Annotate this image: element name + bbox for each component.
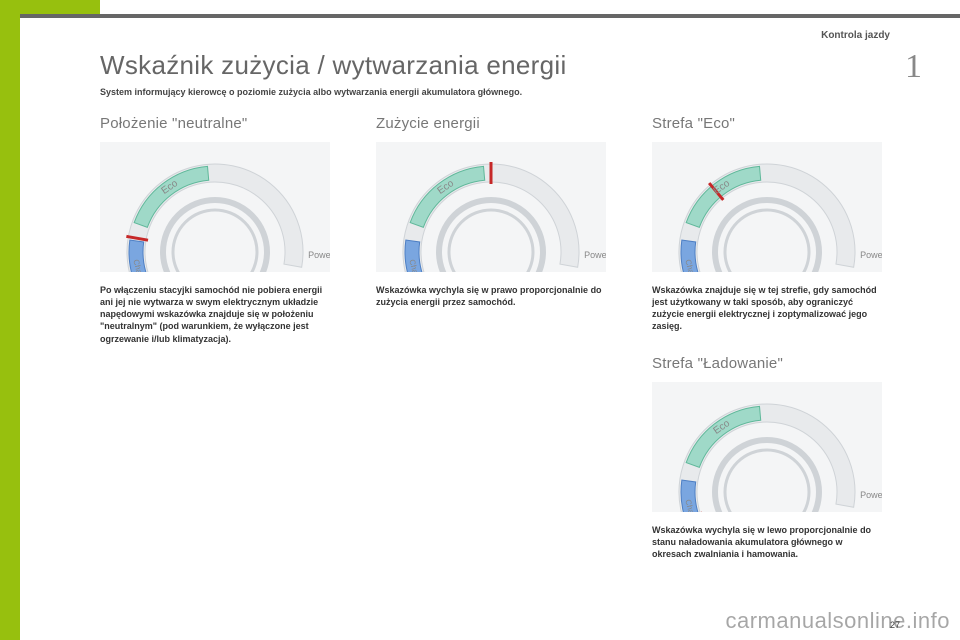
- gauge-neutral: EcoChargePower: [100, 142, 330, 272]
- page-title: Wskaźnik zużycia / wytwarzania energii: [100, 50, 900, 81]
- gauge-consumption: EcoChargePower: [376, 142, 606, 272]
- category-label: Kontrola jazdy: [821, 30, 890, 41]
- heading-consumption: Zużycie energii: [376, 115, 624, 132]
- section-number: 1: [905, 48, 922, 86]
- columns: Położenie "neutralne" EcoChargePower Po …: [100, 115, 900, 560]
- svg-text:Power: Power: [584, 250, 606, 260]
- left-accent: [0, 0, 20, 640]
- heading-neutral: Położenie "neutralne": [100, 115, 348, 132]
- col-neutral: Położenie "neutralne" EcoChargePower Po …: [100, 115, 348, 560]
- charging-section: Strefa "Ładowanie" EcoChargePower Wskazó…: [652, 355, 900, 560]
- svg-text:Power: Power: [860, 250, 882, 260]
- gauge-eco: EcoChargePower: [652, 142, 882, 272]
- watermark: carmanualsonline.info: [725, 608, 950, 634]
- desc-charging: Wskazówka wychyla się w lewo proporcjona…: [652, 524, 882, 560]
- gauge-charging: EcoChargePower: [652, 382, 882, 512]
- desc-eco: Wskazówka znajduje się w tej strefie, gd…: [652, 284, 882, 333]
- svg-text:Power: Power: [308, 250, 330, 260]
- top-bar: [20, 14, 960, 18]
- desc-neutral: Po włączeniu stacyjki samochód nie pobie…: [100, 284, 330, 345]
- heading-eco: Strefa "Eco": [652, 115, 900, 132]
- col-right: Strefa "Eco" EcoChargePower Wskazówka zn…: [652, 115, 900, 560]
- svg-text:Power: Power: [860, 490, 882, 500]
- col-consumption: Zużycie energii EcoChargePower Wskazówka…: [376, 115, 624, 560]
- heading-charging: Strefa "Ładowanie": [652, 355, 900, 372]
- page-subtitle: System informujący kierowcę o poziomie z…: [100, 87, 900, 97]
- desc-consumption: Wskazówka wychyla się w prawo proporcjon…: [376, 284, 606, 308]
